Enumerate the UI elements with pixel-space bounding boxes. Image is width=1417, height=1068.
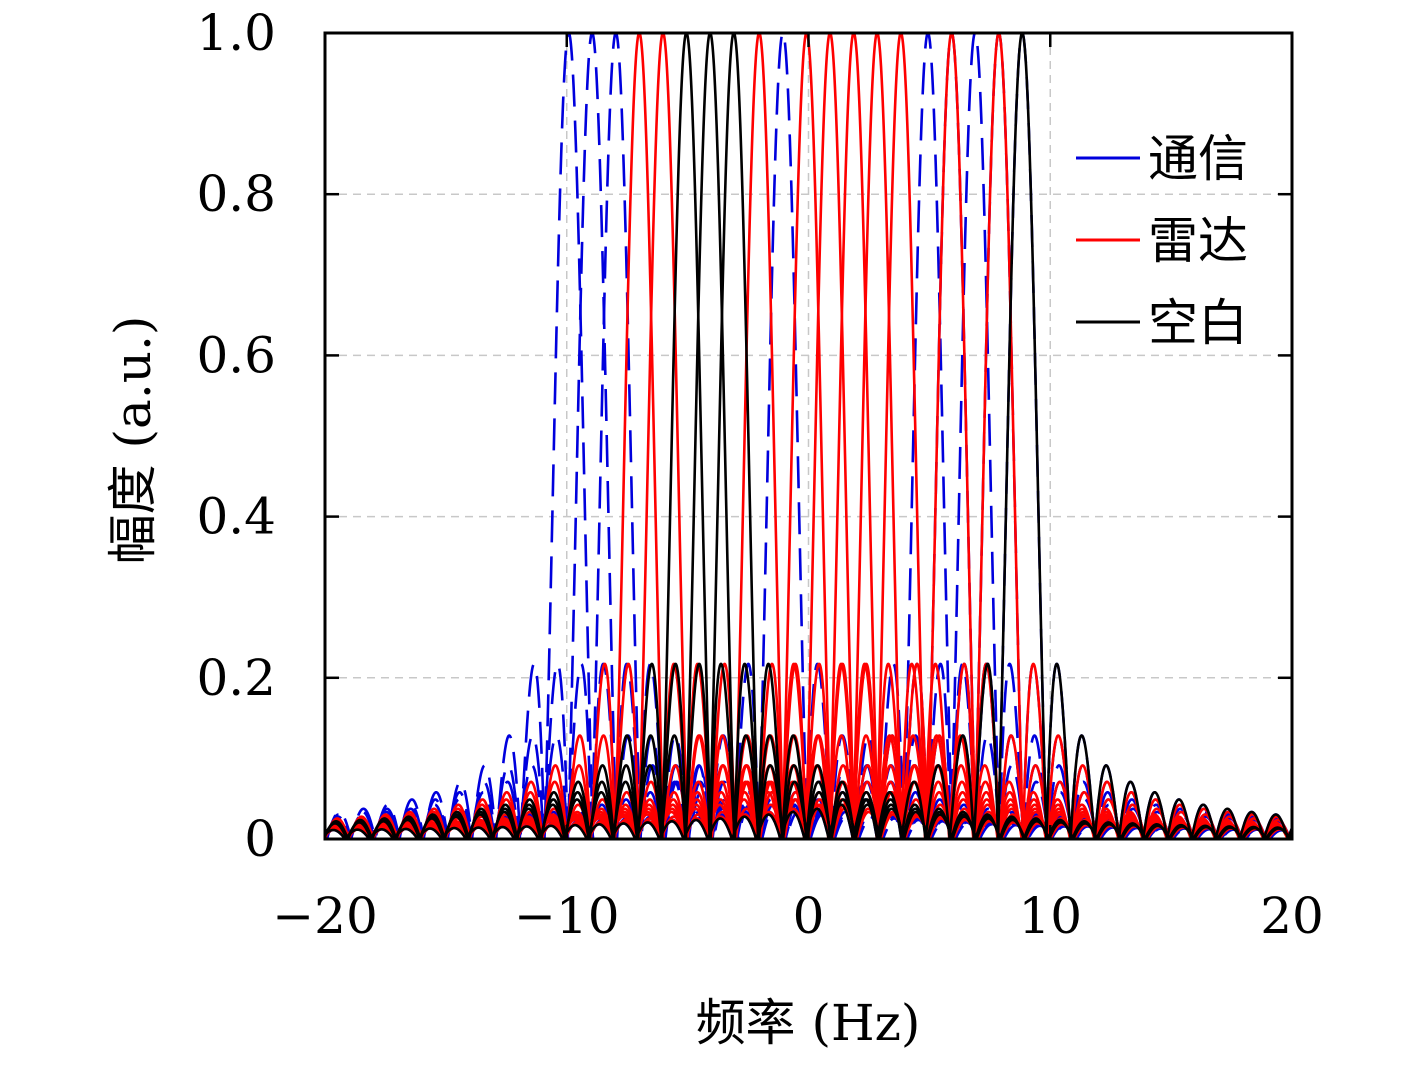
x-tick-label: −10: [514, 887, 620, 945]
legend-label: 空白: [1148, 294, 1248, 352]
grid-lines: [325, 33, 1292, 839]
y-tick-labels: 0 0.2 0.4 0.6 0.8 1.0: [196, 4, 276, 868]
x-tick-label: 0: [793, 887, 825, 945]
tick-marks: [323, 31, 1294, 841]
y-tick-label: 1.0: [196, 4, 276, 62]
y-tick-label: 0.4: [196, 488, 276, 546]
x-tick-label: 20: [1260, 887, 1324, 945]
y-tick-label: 0.8: [196, 165, 276, 223]
series-curve: [325, 33, 1292, 839]
legend-label: 通信: [1148, 130, 1248, 188]
x-tick-label: 10: [1018, 887, 1082, 945]
y-tick-label: 0.2: [196, 649, 276, 707]
y-axis-title: 幅度 (a.u.): [104, 316, 162, 565]
legend-label: 雷达: [1148, 212, 1248, 270]
y-tick-label: 0: [244, 810, 276, 868]
x-tick-label: −20: [272, 887, 378, 945]
x-axis-title: 频率 (Hz): [696, 994, 921, 1052]
x-tick-labels: −20 −10 0 10 20: [272, 887, 1324, 945]
y-tick-label: 0.6: [196, 326, 276, 384]
